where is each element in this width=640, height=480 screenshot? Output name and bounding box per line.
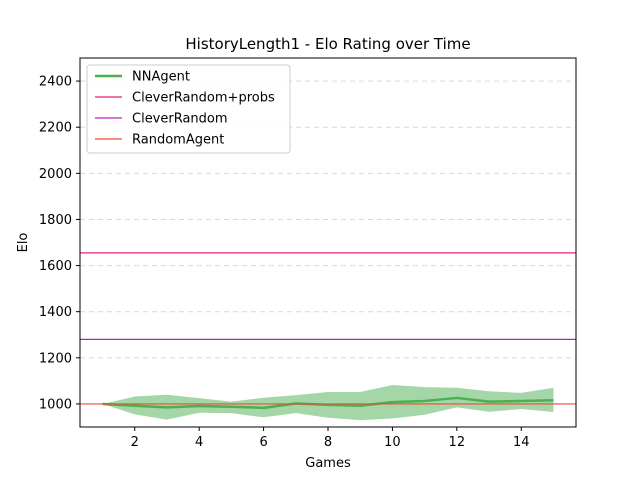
x-axis-label: Games	[305, 456, 351, 471]
y-tick-label-1600: 1600	[39, 259, 72, 274]
x-tick-label-14: 14	[513, 435, 530, 450]
x-tick-label-4: 4	[195, 435, 203, 450]
legend-box	[86, 64, 291, 154]
y-tick-label-1400: 1400	[39, 305, 72, 320]
y-tick-label-2200: 2200	[39, 121, 72, 136]
y-tick-label-2400: 2400	[39, 75, 72, 90]
confidence-bands	[102, 385, 554, 421]
x-tick-label-6: 6	[259, 435, 267, 450]
y-tick-label-1000: 1000	[39, 397, 72, 412]
series-line-nnagent	[102, 396, 554, 410]
y-tick-label-1200: 1200	[39, 351, 72, 366]
chart-title: HistoryLength1 - Elo Rating over Time	[185, 35, 470, 53]
y-tick-label-1800: 1800	[39, 213, 72, 228]
legend-label-randomagent: RandomAgent	[132, 133, 224, 148]
x-tick-label-10: 10	[384, 435, 401, 450]
series-band-nnagent	[102, 385, 554, 421]
legend: NNAgent CleverRandom+probs CleverRandom Ran…	[86, 64, 291, 154]
x-tick-label-12: 12	[449, 435, 466, 450]
legend-label-nnagent: NNAgent	[132, 70, 190, 85]
series-lines	[80, 252, 576, 410]
legend-label-cleverrandom-probs: CleverRandom+probs	[132, 91, 275, 106]
axis-ticks: 2 4 6 8 10 12 14 1000 1200 1400 1600 1800 2000 2200 24…	[39, 75, 530, 450]
x-tick-label-8: 8	[324, 435, 332, 450]
y-tick-label-2000: 2000	[39, 167, 72, 182]
y-axis-label: Elo	[16, 233, 31, 253]
legend-label-cleverrandom: CleverRandom	[132, 112, 228, 127]
x-tick-label-2: 2	[131, 435, 139, 450]
